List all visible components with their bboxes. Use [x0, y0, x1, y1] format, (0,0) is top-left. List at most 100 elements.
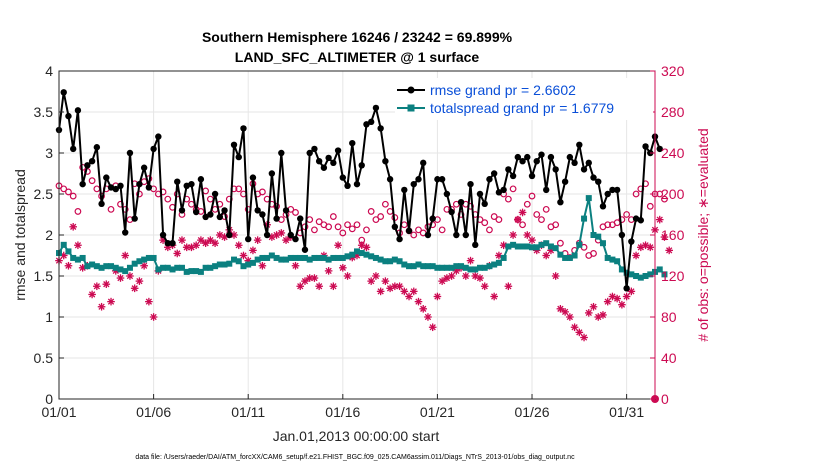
- totalspread-point: [439, 264, 446, 271]
- rmse-point: [192, 208, 200, 216]
- rmse-point: [623, 285, 630, 292]
- y-tick-label: 2: [45, 227, 53, 243]
- obs-evaluated-point: [107, 297, 115, 306]
- totalspread-point: [576, 241, 583, 248]
- totalspread-point: [538, 241, 545, 248]
- totalspread-point: [117, 266, 124, 273]
- rmse-point: [382, 158, 389, 165]
- series-line: [58, 91, 661, 290]
- obs-evaluated-point: [64, 261, 73, 270]
- totalspread-point: [505, 243, 512, 250]
- obs-possible-point: [363, 226, 370, 234]
- y-right-tick-label: 80: [661, 309, 677, 325]
- totalspread-point: [212, 263, 219, 270]
- obs-evaluated-point: [178, 236, 186, 244]
- totalspread-point: [443, 264, 450, 271]
- totalspread-point: [581, 215, 588, 222]
- totalspread-point: [448, 264, 455, 271]
- obs-evaluated-point: [561, 308, 569, 316]
- rmse-point: [500, 186, 507, 194]
- obs-evaluated-point: [655, 215, 664, 224]
- rmse-point: [84, 162, 91, 169]
- rmse-point: [60, 89, 67, 96]
- obs-possible-point: [329, 213, 337, 220]
- totalspread-point: [339, 254, 346, 261]
- obs-evaluated-point: [490, 292, 498, 301]
- totalspread-point: [656, 266, 663, 273]
- rmse-point: [268, 170, 276, 177]
- rmse-point: [585, 159, 592, 167]
- x-tick-label: 01/26: [514, 404, 549, 420]
- obs-evaluated-point: [480, 282, 489, 291]
- totalspread-point: [188, 268, 195, 275]
- rmse-point: [462, 231, 469, 239]
- rmse-point: [353, 180, 361, 188]
- obs-evaluated-point: [409, 287, 418, 296]
- obs-possible-point: [542, 205, 550, 213]
- rmse-point: [528, 172, 536, 180]
- obs-possible-point: [443, 205, 451, 213]
- obs-evaluated-point: [97, 302, 106, 311]
- rmse-point: [74, 107, 82, 114]
- totalspread-point: [112, 264, 119, 271]
- totalspread-point: [131, 260, 138, 267]
- totalspread-point: [491, 261, 498, 268]
- obs-possible-point: [656, 190, 664, 198]
- rmse-point: [98, 200, 105, 208]
- totalspread-point: [311, 254, 318, 261]
- obs-evaluated-point: [518, 208, 527, 217]
- totalspread-point: [325, 256, 332, 263]
- rmse-point: [514, 153, 522, 161]
- rmse-point: [344, 182, 351, 189]
- rmse-point: [519, 158, 526, 165]
- obs-evaluated-point: [362, 243, 371, 252]
- totalspread-point: [292, 254, 299, 261]
- rmse-point: [79, 180, 86, 188]
- obs-evaluated-point: [339, 264, 347, 272]
- series-0: [55, 89, 663, 292]
- y-tick-label: 3: [45, 145, 53, 161]
- obs-evaluated-point: [504, 282, 513, 291]
- totalspread-point: [103, 263, 110, 270]
- totalspread-point: [529, 244, 536, 251]
- rmse-point: [282, 207, 290, 214]
- totalspread-point: [585, 195, 592, 202]
- rmse-point: [230, 141, 238, 148]
- rmse-point: [363, 121, 370, 128]
- data-file-footer: data file: /Users/raeder/DAI/ATM_forcXX/…: [135, 454, 575, 461]
- rmse-point: [443, 190, 451, 198]
- obs-evaluated-point: [542, 251, 551, 260]
- obs-evaluated-point: [310, 274, 319, 282]
- obs-evaluated-point: [367, 277, 375, 285]
- totalspread-point: [543, 240, 550, 247]
- obs-evaluated-point: [239, 251, 248, 260]
- y-tick-label: 0.5: [34, 350, 54, 366]
- totalspread-point: [476, 264, 483, 271]
- rmse-point: [538, 151, 545, 158]
- rmse-point: [367, 118, 375, 126]
- obs-evaluated-point: [329, 282, 338, 291]
- rmse-point: [301, 246, 309, 253]
- rmse-point: [88, 158, 96, 165]
- y-tick-label: 4: [45, 63, 53, 79]
- totalspread-point: [391, 256, 398, 263]
- rmse-point: [552, 166, 559, 173]
- legend-box: [395, 78, 653, 120]
- rmse-point: [453, 231, 460, 239]
- totalspread-point: [259, 254, 266, 261]
- rmse-point: [476, 190, 484, 198]
- totalspread-point: [141, 256, 148, 263]
- obs-evaluated-point: [476, 274, 484, 282]
- obs-evaluated-point: [580, 333, 588, 342]
- obs-evaluated-point: [584, 309, 593, 317]
- totalspread-point: [240, 263, 247, 270]
- totalspread-point: [514, 243, 521, 250]
- obs-evaluated-point: [296, 282, 305, 291]
- obs-evaluated-point: [660, 233, 669, 241]
- obs-evaluated-point: [618, 300, 626, 309]
- rmse-point: [637, 217, 645, 224]
- totalspread-point: [434, 264, 441, 271]
- obs-evaluated-point: [149, 313, 158, 321]
- rmse-point: [557, 199, 564, 206]
- x-tick-label: 01/06: [136, 404, 171, 420]
